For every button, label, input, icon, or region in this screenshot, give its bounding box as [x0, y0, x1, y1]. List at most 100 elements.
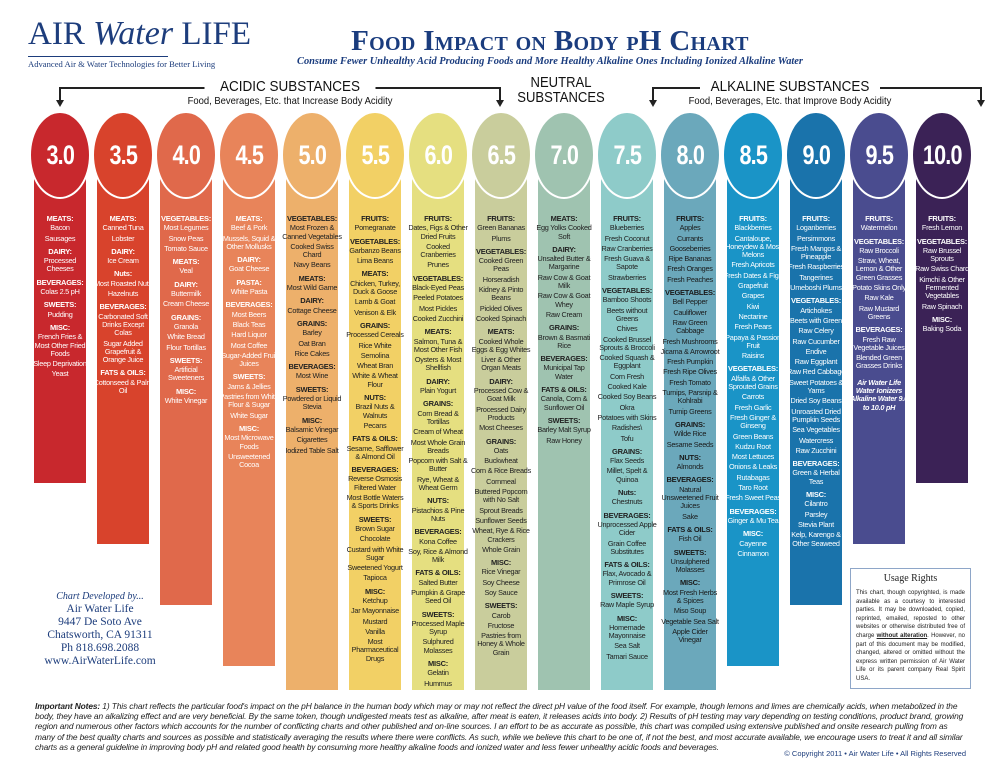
food-item: Sea Vegetables — [792, 425, 840, 435]
usage-rights-text-end: . However, no part of this document may … — [856, 632, 966, 682]
food-group: SWEETS: Raw Maple Syrup — [597, 591, 657, 610]
food-item: Peeled Potatoes — [413, 293, 463, 303]
acidic-bracket-right — [499, 87, 501, 101]
food-item: Grain Coffee Substitutes — [607, 538, 647, 556]
food-group: MISC: Rice Vinegar Soy Cheese Soy Sauce — [471, 558, 531, 597]
food-group-heading: GRAINS: — [171, 312, 201, 322]
food-item: Corn Fresh — [610, 371, 644, 381]
food-list: MEATS: Canned Tuna Lobster DAIRY: Ice Cream N… — [93, 210, 153, 397]
food-item: Pomegranate — [354, 223, 396, 233]
food-group: DAIRY: Processed Cheeses — [30, 246, 90, 274]
food-item: Unroasted Dried Pumpkin Seeds — [791, 406, 841, 424]
food-item: Raw Broccoli — [859, 245, 899, 255]
food-item: Jar Mayonnaise — [350, 606, 399, 616]
food-item: White Vinegar — [164, 396, 208, 406]
food-group: VEGETABLES: Bell Pepper Cauliflower Raw Gre… — [660, 288, 720, 416]
food-item: Papaya & Passion Fruit — [725, 332, 781, 350]
food-item: Taro Root — [738, 483, 768, 493]
food-item: Alfalfa & Other Sprouted Grains — [728, 373, 778, 392]
developer-info: Chart Developed by... Air Water Life 944… — [30, 590, 170, 668]
food-item: Chives — [616, 324, 638, 334]
food-item: Most Roasted Nuts — [94, 278, 152, 288]
food-item: Green & Herbal Teas — [792, 468, 840, 486]
food-item: Oysters & Most Shellfish — [414, 355, 462, 373]
food-list: FRUITS: Dates, Figs & Other Dried Fruits C… — [408, 210, 468, 690]
usage-rights-emphasis: without alteration — [876, 632, 928, 639]
food-item: Apple Cider Vinegar — [672, 626, 708, 645]
food-list: VEGETABLES: Most Frozen & Canned Vegetabl… — [282, 210, 342, 457]
ph-value-circle: 4.0 — [155, 111, 217, 199]
ph-value: 9.5 — [865, 139, 893, 170]
food-item: Pudding — [47, 309, 73, 319]
food-group: FATS & OILS: Flax, Avocado & Primrose Oil — [597, 560, 657, 587]
food-item: Raw Cow & Goat Whey — [537, 291, 591, 309]
food-item: Custard with White Sugar — [346, 544, 404, 562]
food-item: Tangerines — [799, 272, 833, 282]
food-group-heading: DAIRY: — [48, 246, 72, 256]
food-list: FRUITS: Apples Currants Gooseberries Ripe Ba… — [660, 210, 720, 646]
food-item: Raw Kale — [864, 293, 894, 303]
food-item: Miso Soup — [673, 606, 707, 616]
food-item: Popcorn with Salt & Butter — [408, 456, 468, 474]
food-item: Buckwheat — [484, 456, 518, 466]
food-item: Soy, Rice & Almond Milk — [408, 546, 468, 565]
food-group: VEGETABLES: Raw Brussel Sprouts Raw Swiss … — [912, 237, 972, 311]
food-item: Jams & Jellies — [227, 381, 271, 391]
ph-value: 10.0 — [922, 139, 963, 170]
ph-value-circle: 7.5 — [596, 111, 658, 199]
food-item: Hazelnuts — [107, 289, 139, 299]
food-item: Salted Butter — [418, 577, 458, 587]
food-item: Granola — [173, 321, 199, 331]
developer-website[interactable]: www.AirWaterLife.com — [44, 655, 156, 667]
food-group-heading: MISC: — [932, 314, 952, 324]
food-item: Grapefruit — [738, 281, 768, 291]
food-group: FRUITS: Blackberries Cantaloupe, Honeydew … — [723, 214, 783, 360]
food-group-heading: NUTS: — [679, 452, 701, 462]
food-item: Fresh Ginger & Ginseng — [730, 412, 776, 431]
food-group-heading: DAIRY: — [552, 244, 576, 254]
food-group: DAIRY: Processed Cow & Goat Milk Processed… — [471, 377, 531, 433]
food-item: Nectarine — [738, 311, 768, 321]
ph-column-bar — [916, 150, 968, 483]
food-group-heading: FATS & OILS: — [667, 524, 713, 534]
food-group: DAIRY: Buttermilk Cream Cheese — [156, 280, 216, 309]
food-list: MEATS: Bacon Sausages DAIRY: Processed Chees… — [30, 210, 90, 381]
food-item: Oats — [493, 445, 509, 455]
food-item: Turnips, Parsnip & Kohlrabi — [662, 388, 718, 406]
ph-column-bar — [412, 150, 464, 690]
food-item: Ice Cream — [107, 256, 139, 266]
food-item: Cooked Spinach — [475, 313, 527, 323]
ph-column-bar — [349, 150, 401, 690]
food-item: Cooked Zucchini — [412, 313, 464, 323]
food-group-heading: NUTS: — [427, 496, 449, 506]
food-group-heading: BEVERAGES: — [729, 506, 777, 516]
food-item: Fructose — [487, 620, 515, 630]
food-item: Semolina — [360, 350, 390, 360]
food-group: VEGETABLES: Artichokes Beets with Green Raw… — [786, 297, 846, 455]
food-group: MEATS: Cooked Whole Eggs & Egg Whites Live… — [471, 327, 531, 372]
food-item: Vanilla — [365, 626, 385, 636]
food-item: Straw, Wheat, Lemon & Other Green Grasse… — [855, 256, 903, 282]
food-item: Navy Beans — [293, 260, 331, 270]
developer-name: Air Water Life — [66, 603, 134, 615]
food-group: FATS & OILS: Fish Oil — [660, 524, 720, 544]
food-item: Most Beers — [231, 309, 267, 319]
food-item: Processed Cow & Goat Milk — [473, 386, 529, 404]
food-group-heading: MEATS: — [487, 327, 515, 337]
food-item: Mussels, Squid & Other Mollusks — [222, 233, 276, 251]
food-item: Most Pickles — [419, 303, 457, 313]
food-item: Persimmons — [796, 233, 836, 243]
food-group-heading: MISC: — [176, 386, 196, 396]
food-item: Bamboo Shoots — [602, 295, 652, 305]
food-item: Fresh Sweet Peas — [725, 493, 781, 503]
food-item: Sugar-Added Fruit Juices — [221, 350, 277, 369]
food-group: SWEETS: Brown Sugar Chocolate Custard with … — [345, 515, 405, 583]
food-group-heading: SWEETS: — [43, 300, 77, 310]
food-group: MEATS: Beef & Pork Mussels, Squid & Other … — [219, 214, 279, 251]
food-item: Natural Unsweetened Fruit Juices — [661, 484, 719, 511]
food-group: FATS & OILS: Salted Butter Pumpkin & Grape… — [408, 569, 468, 605]
food-item: Iodized Table Salt — [285, 445, 339, 455]
food-group-heading: FRUITS: — [361, 214, 389, 223]
food-item: Unsweetened Cocoa — [228, 451, 270, 470]
food-item: Raw Eggplant — [794, 357, 838, 367]
